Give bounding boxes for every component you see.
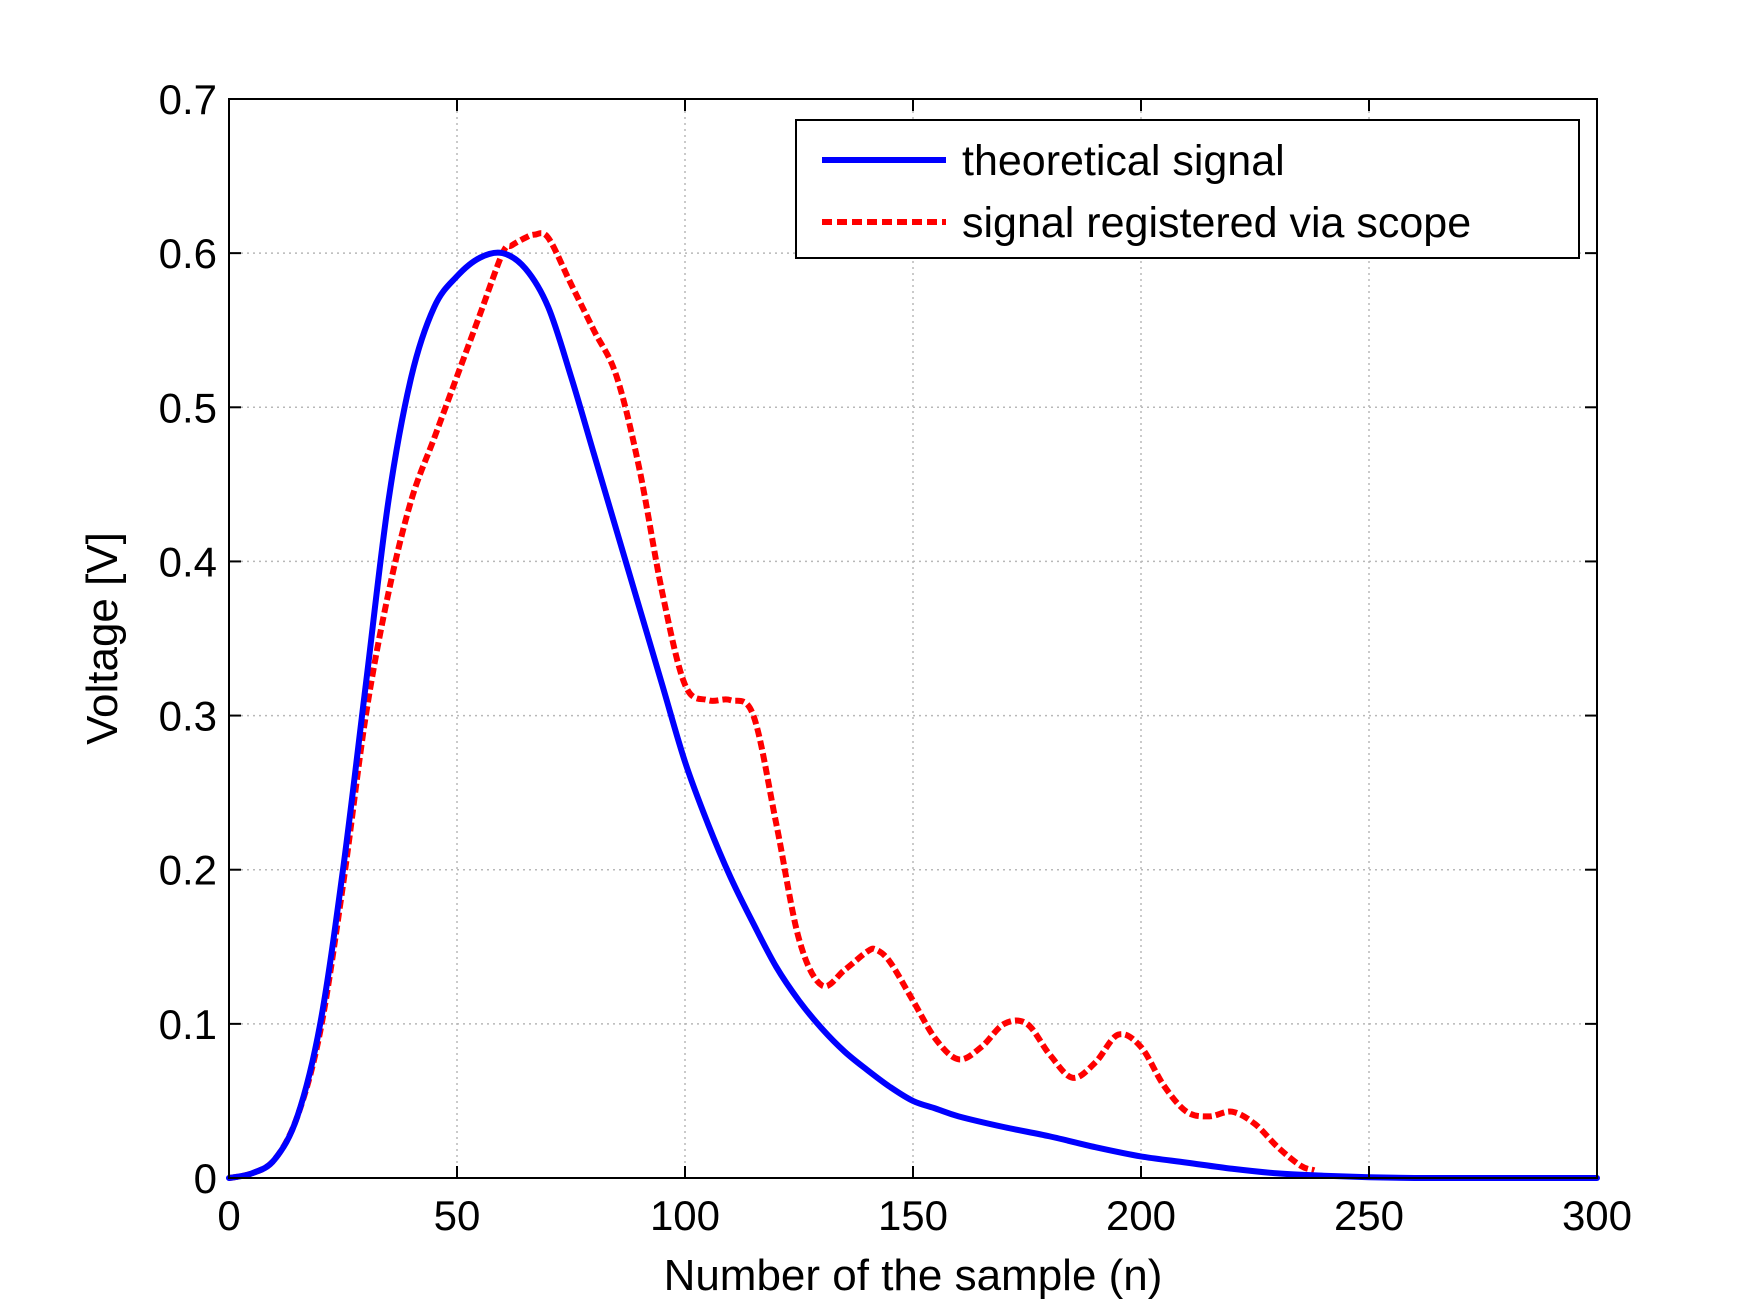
ticks	[228, 98, 1598, 1179]
x-tick-label: 0	[217, 1192, 240, 1239]
y-tick-label: 0	[194, 1155, 217, 1202]
x-tick-label: 300	[1562, 1192, 1632, 1239]
x-tick-label: 50	[434, 1192, 481, 1239]
series-layer	[226, 230, 1600, 1182]
y-tick-label: 0.5	[159, 384, 217, 431]
y-tick-label: 0.3	[159, 693, 217, 740]
x-tick-label: 250	[1334, 1192, 1404, 1239]
x-tick-label: 150	[878, 1192, 948, 1239]
y-tick-label: 0.2	[159, 847, 217, 894]
y-tick-label: 0.7	[159, 76, 217, 123]
y-tick-label: 0.1	[159, 1001, 217, 1048]
legend: theoretical signal signal registered via…	[795, 119, 1580, 259]
y-tick-label: 0.6	[159, 230, 217, 277]
x-tick-label: 200	[1106, 1192, 1176, 1239]
series-line-signal-registered-via-scope	[228, 230, 1316, 1181]
legend-label-signal-registered-via-scope: signal registered via scope	[962, 199, 1471, 247]
legend-box	[795, 119, 1580, 259]
series-line-theoretical-signal	[226, 249, 1600, 1182]
y-axis-label: Voltage [V]	[78, 532, 127, 745]
y-tick-label: 0.4	[159, 538, 217, 585]
legend-label-theoretical-signal: theoretical signal	[962, 137, 1285, 185]
tick-labels: 0 50 100 150 200 250 300 0 0.1 0.2 0.3 0.4 0.5 0.6 0.7	[159, 76, 1632, 1239]
x-tick-label: 100	[650, 1192, 720, 1239]
x-axis-label: Number of the sample (n)	[664, 1251, 1163, 1300]
